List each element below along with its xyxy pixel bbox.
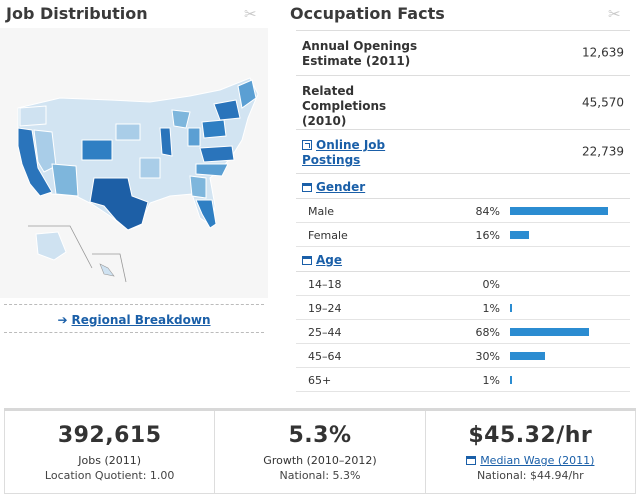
map-state-tx [89,177,149,231]
fact-label: Annual Openings Estimate (2011) [302,39,418,68]
stat-value: 392,615 [57,423,162,448]
map-state-az [51,163,79,197]
map-state-ga [189,175,207,199]
map-state-hi [99,263,115,277]
stat-detail: National: 5.3% [279,469,361,482]
fact-related-completions: Related Completions (2010) 45,570 [296,76,630,130]
age-label: 19–24 [308,302,342,315]
age-pct: 1% [482,302,500,315]
age-bar [510,304,512,312]
divider-top [4,304,264,305]
gender-row: Male 84% [296,199,630,223]
age-label: 65+ [308,374,332,387]
age-title: Age [316,253,343,267]
age-pct: 30% [475,350,500,363]
gender-pct: 16% [475,229,500,242]
age-pct: 68% [475,326,500,339]
gender-bar [510,207,608,215]
regional-breakdown-link[interactable]: ➔ Regional Breakdown [0,313,268,327]
median-wage-link[interactable]: Median Wage (2011) [480,454,595,467]
job-distribution-panel: Job Distribution ✂ [0,0,268,400]
arrow-right-icon: ➔ [57,313,68,327]
fact-label: Related Completions (2010) [302,84,387,128]
occupation-facts-panel: Occupation Facts ✂ Annual Openings Estim… [288,0,640,400]
fact-value: 45,570 [582,95,624,109]
age-bar [510,352,545,360]
age-row: 14–18 0% [296,272,630,296]
gender-title: Gender [316,180,366,194]
age-bar [510,328,590,336]
map-state-va [199,145,235,163]
stat-detail: Location Quotient: 1.00 [44,469,175,482]
age-label: 45–64 [308,350,342,363]
stat-median-wage: $45.32/hr Median Wage (2011) National: $… [424,411,636,494]
map-state-mi [171,109,191,129]
stat-growth: 5.3% Growth (2010–2012) National: 5.3% [214,411,425,494]
map-state-mid2 [115,123,141,141]
map-state-wa [19,105,47,127]
gender-bar [510,231,529,239]
stat-value: 5.3% [288,423,352,448]
map-state-fl [195,199,217,229]
fact-label-wrap: Online Job Postings [302,138,412,168]
gender-row: Female 16% [296,223,630,247]
age-section-header[interactable]: Age [296,247,630,272]
map-inset-border-hi [92,253,127,283]
map-state-co [81,139,113,161]
summary-stats: 392,615 Jobs (2011) Location Quotient: 1… [4,408,636,494]
map-inset-border [28,225,93,269]
map-state-mid1 [139,157,161,179]
map-state-ne-states [237,79,257,109]
age-row: 19–24 1% [296,296,630,320]
fact-value: 12,639 [582,45,624,60]
stat-label-wrap[interactable]: Median Wage (2011) [426,454,635,467]
fact-annual-openings: Annual Openings Estimate (2011) 12,639 [296,31,630,76]
window-icon [302,183,312,192]
gender-pct: 84% [475,205,500,218]
stat-label: Jobs (2011) [78,454,142,467]
age-pct: 0% [482,278,500,291]
age-row: 65+ 1% [296,368,630,392]
external-link-icon [302,140,312,150]
facts-table: Annual Openings Estimate (2011) 12,639 R… [296,30,630,392]
gender-label: Female [308,229,348,242]
map-state-oh [187,127,201,147]
map-state-ca [17,127,53,197]
stat-value: $45.32/hr [468,423,593,448]
age-bar [510,376,512,384]
stat-label: Growth (2010–2012) [263,454,377,467]
stat-jobs: 392,615 Jobs (2011) Location Quotient: 1… [4,411,215,494]
gender-rows: Male 84% Female 16% [296,199,630,247]
online-job-postings-link[interactable]: Online Job Postings [302,138,386,167]
age-label: 14–18 [308,278,342,291]
map-state-nc [195,163,229,177]
window-icon [302,256,312,265]
job-distribution-title: Job Distribution [6,4,148,23]
occupation-facts-title: Occupation Facts [290,4,445,23]
us-map[interactable] [0,28,268,298]
age-rows: 14–18 0% 19–24 1% 25–44 68% 45–64 30% 65+ 1% [296,272,630,392]
fact-online-job-postings[interactable]: Online Job Postings 22,739 [296,130,630,174]
scissors-icon[interactable]: ✂ [608,5,621,23]
regional-breakdown-label: Regional Breakdown [71,313,211,327]
age-row: 25–44 68% [296,320,630,344]
map-state-il [159,127,173,157]
map-state-nv [33,129,57,173]
map-state-pa [201,119,227,139]
age-row: 45–64 30% [296,344,630,368]
map-state-ak [35,231,67,261]
map-state-ny [213,99,241,121]
stat-detail: National: $44.94/hr [476,469,584,482]
window-icon [466,456,477,465]
fact-value: 22,739 [582,144,624,158]
scissors-icon[interactable]: ✂ [244,5,257,23]
divider-bottom [4,332,264,333]
gender-section-header[interactable]: Gender [296,174,630,199]
age-pct: 1% [482,374,500,387]
age-label: 25–44 [308,326,342,339]
us-map-svg [17,77,259,283]
gender-label: Male [308,205,335,218]
